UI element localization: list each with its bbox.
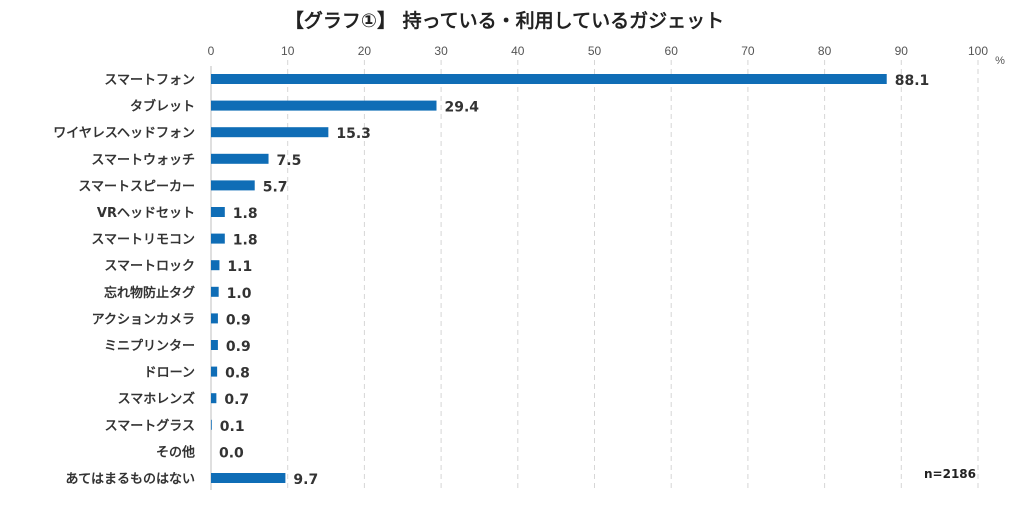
x-tick-label: 20 xyxy=(358,44,372,58)
x-tick-label: 0 xyxy=(208,44,215,58)
bar xyxy=(211,313,218,324)
bar xyxy=(211,127,329,138)
category-label: スマートウォッチ xyxy=(91,153,195,168)
data-label: 1.8 xyxy=(233,233,258,249)
category-label: スマートロック xyxy=(104,259,195,274)
category-label: スマホレンズ xyxy=(118,391,195,407)
x-axis-ticks: 0 10 20 30 40 50 60 70 80 90 100 xyxy=(208,44,989,58)
x-tick-label: 70 xyxy=(741,44,755,58)
bar xyxy=(211,366,218,377)
data-label: 88.1 xyxy=(895,73,930,89)
x-tick-label: 10 xyxy=(281,44,295,58)
data-label: 15.3 xyxy=(336,126,371,142)
category-label: スマートフォン xyxy=(104,73,195,88)
category-label: スマートリモコン xyxy=(91,233,195,248)
bar xyxy=(211,260,220,271)
category-label: VRヘッドセット xyxy=(97,206,195,221)
bar xyxy=(211,233,225,244)
bar xyxy=(211,473,286,483)
chart-title: 【グラフ①】 持っている・利用しているガジェット xyxy=(284,10,725,32)
bar xyxy=(211,153,269,164)
data-label: 0.9 xyxy=(226,339,251,355)
category-label: ワイヤレスヘッドフォン xyxy=(53,126,195,141)
category-label: スマートグラス xyxy=(105,418,195,434)
data-label: 1.0 xyxy=(227,286,252,302)
data-label: 7.5 xyxy=(277,153,302,169)
data-label: 5.7 xyxy=(263,179,288,195)
category-label: アクションカメラ xyxy=(92,312,195,327)
bar xyxy=(211,419,212,430)
x-tick-label: 80 xyxy=(818,44,832,58)
x-tick-label: 60 xyxy=(665,44,679,58)
category-labels: スマートフォンタブレットワイヤレスヘッドフォンスマートウォッチスマートスピーカー… xyxy=(53,73,195,487)
category-label: ミニプリンター xyxy=(104,339,195,354)
x-tick-label: 30 xyxy=(434,44,448,58)
bar xyxy=(211,340,218,350)
category-label: あてはまるものはない xyxy=(66,472,195,487)
bar xyxy=(211,74,887,84)
category-label: タブレット xyxy=(130,99,195,115)
data-label: 1.1 xyxy=(227,259,252,275)
bar xyxy=(211,207,225,217)
data-label: 0.7 xyxy=(224,392,249,408)
x-tick-label: 40 xyxy=(511,44,525,58)
x-tick-label: 90 xyxy=(895,44,909,58)
bar xyxy=(211,393,217,404)
value-labels: 88.1 29.4 15.3 7.5 5.7 1.8 1.8 1.1 1.0 0.9 0.9 0.8 0… xyxy=(219,73,929,488)
unit-label: % xyxy=(995,55,1005,67)
data-label: 29.4 xyxy=(444,100,479,116)
data-label: 0.0 xyxy=(219,445,244,461)
data-label: 9.7 xyxy=(293,472,318,488)
category-label: その他 xyxy=(156,444,195,460)
category-label: 忘れ物防止タグ xyxy=(104,285,195,301)
bar xyxy=(211,100,437,111)
x-tick-label: 100 xyxy=(968,44,988,58)
data-label: 0.8 xyxy=(225,366,250,382)
data-label: 0.9 xyxy=(226,312,251,328)
bar xyxy=(211,286,219,297)
sample-size-note: n=2186 xyxy=(924,467,976,481)
bars xyxy=(211,74,887,483)
data-label: 0.1 xyxy=(220,419,245,435)
bar xyxy=(211,180,255,191)
x-tick-label: 50 xyxy=(588,44,602,58)
data-label: 1.8 xyxy=(233,206,258,222)
category-label: ドローン xyxy=(144,366,195,381)
category-label: スマートスピーカー xyxy=(78,179,195,194)
gridlines xyxy=(210,60,979,490)
